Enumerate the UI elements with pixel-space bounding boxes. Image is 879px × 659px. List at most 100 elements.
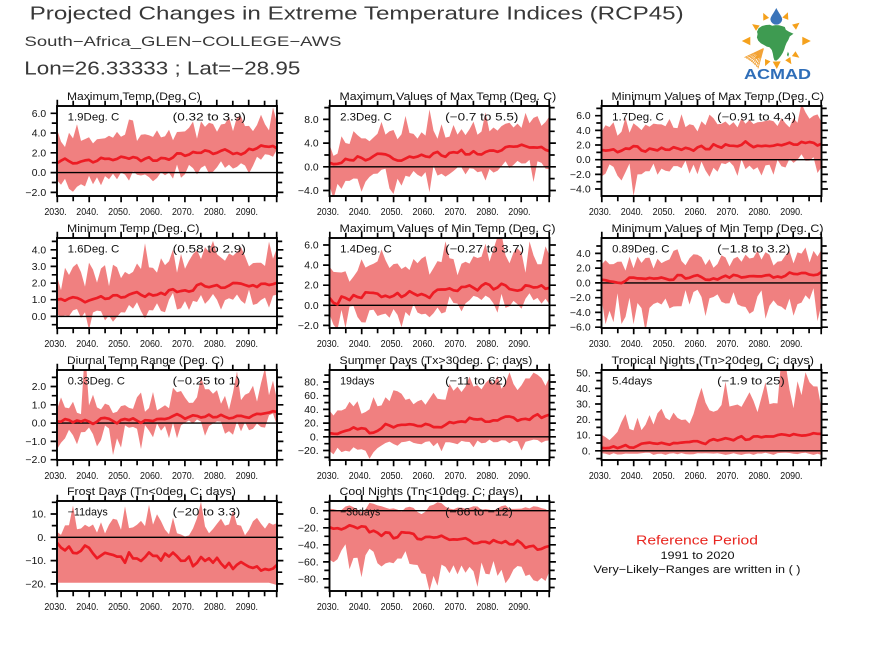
svg-text:(−1.8 to 3.2): (−1.8 to 3.2) <box>717 244 790 256</box>
svg-text:2030.: 2030. <box>317 339 339 350</box>
svg-text:Very−Likely−Ranges are written: Very−Likely−Ranges are written in ( ) <box>594 564 801 576</box>
svg-text:4.0: 4.0 <box>576 126 591 137</box>
svg-text:2070.: 2070. <box>444 339 466 350</box>
svg-text:2040.: 2040. <box>349 602 371 613</box>
svg-text:2050.: 2050. <box>381 207 403 218</box>
svg-text:2050.: 2050. <box>653 207 675 218</box>
svg-text:2030.: 2030. <box>317 471 339 482</box>
svg-text:2070.: 2070. <box>172 471 194 482</box>
svg-text:2030.: 2030. <box>317 207 339 218</box>
svg-text:−4.0: −4.0 <box>570 185 591 196</box>
svg-text:1.0: 1.0 <box>32 400 47 411</box>
svg-text:4.0: 4.0 <box>304 139 319 150</box>
svg-text:2090.: 2090. <box>508 339 530 350</box>
svg-text:Diurnal Temp Range (Deg. C): Diurnal Temp Range (Deg. C) <box>67 355 224 367</box>
svg-text:2040.: 2040. <box>76 602 98 613</box>
svg-text:2070.: 2070. <box>444 602 466 613</box>
svg-text:2090.: 2090. <box>236 471 258 482</box>
svg-text:2070.: 2070. <box>444 471 466 482</box>
svg-text:2080.: 2080. <box>476 207 498 218</box>
svg-text:0.33Deg. C: 0.33Deg. C <box>68 376 126 388</box>
svg-text:2040.: 2040. <box>76 339 98 350</box>
svg-text:2090.: 2090. <box>236 207 258 218</box>
svg-text:0.0: 0.0 <box>576 278 591 289</box>
svg-text:2080.: 2080. <box>204 602 226 613</box>
svg-text:2070.: 2070. <box>716 339 738 350</box>
svg-text:2090.: 2090. <box>780 207 802 218</box>
svg-text:2030.: 2030. <box>589 207 611 218</box>
svg-text:80.: 80. <box>304 378 318 389</box>
svg-text:2090.: 2090. <box>780 339 802 350</box>
svg-text:5.4days: 5.4days <box>612 376 652 388</box>
svg-text:2060.: 2060. <box>685 339 707 350</box>
svg-text:60.: 60. <box>304 391 318 402</box>
svg-text:−11days: −11days <box>68 507 108 519</box>
svg-text:2050.: 2050. <box>381 602 403 613</box>
svg-text:Summer Days (Tx>30deg. C; days: Summer Days (Tx>30deg. C; days) <box>340 355 533 367</box>
svg-text:2070.: 2070. <box>172 339 194 350</box>
svg-text:2080.: 2080. <box>476 602 498 613</box>
svg-text:2.0: 2.0 <box>576 264 591 275</box>
svg-text:(−0.7 to 5.5): (−0.7 to 5.5) <box>445 112 518 124</box>
svg-text:2040.: 2040. <box>349 207 371 218</box>
svg-text:2060.: 2060. <box>140 471 162 482</box>
svg-text:2080.: 2080. <box>476 471 498 482</box>
svg-text:0.0: 0.0 <box>304 162 319 173</box>
svg-text:2030.: 2030. <box>44 207 66 218</box>
svg-text:(−11 to 62): (−11 to 62) <box>445 376 507 388</box>
svg-text:(−66 to −12): (−66 to −12) <box>445 507 513 519</box>
svg-text:2040.: 2040. <box>349 339 371 350</box>
svg-text:2.0: 2.0 <box>32 382 47 393</box>
svg-text:6.0: 6.0 <box>304 241 319 252</box>
svg-text:2080.: 2080. <box>748 471 770 482</box>
svg-text:4.0: 4.0 <box>32 245 47 256</box>
svg-text:1991 to 2020: 1991 to 2020 <box>661 550 735 562</box>
svg-text:−20.: −20. <box>298 446 319 457</box>
svg-text:40.: 40. <box>304 405 318 416</box>
svg-text:2070.: 2070. <box>716 471 738 482</box>
svg-text:2060.: 2060. <box>685 471 707 482</box>
svg-text:2040.: 2040. <box>621 207 643 218</box>
svg-text:20.: 20. <box>304 419 318 430</box>
svg-text:2090.: 2090. <box>508 207 530 218</box>
svg-text:Maximum Temp (Deg. C): Maximum Temp (Deg. C) <box>67 91 201 103</box>
svg-text:Frost Days (Tn<0deg. C; days): Frost Days (Tn<0deg. C; days) <box>67 486 236 498</box>
svg-text:2090.: 2090. <box>508 471 530 482</box>
svg-text:2070.: 2070. <box>716 207 738 218</box>
svg-text:2090.: 2090. <box>780 471 802 482</box>
svg-text:2080.: 2080. <box>204 471 226 482</box>
svg-text:−40.: −40. <box>298 540 319 551</box>
svg-text:2.0: 2.0 <box>32 148 47 159</box>
svg-text:4.0: 4.0 <box>32 129 47 140</box>
svg-text:2080.: 2080. <box>748 207 770 218</box>
svg-text:−6.0: −6.0 <box>570 323 591 334</box>
svg-text:0.0: 0.0 <box>32 419 47 430</box>
svg-text:3.0: 3.0 <box>32 262 47 273</box>
svg-text:2060.: 2060. <box>140 207 162 218</box>
svg-text:−2.0: −2.0 <box>570 170 591 181</box>
svg-text:(−1.9 to 25): (−1.9 to 25) <box>717 376 785 388</box>
svg-text:10.: 10. <box>576 431 590 442</box>
svg-text:(−0.91 to 4.4): (−0.91 to 4.4) <box>717 112 796 124</box>
svg-text:2030.: 2030. <box>44 471 66 482</box>
svg-text:30.: 30. <box>576 400 590 411</box>
svg-text:Projected Changes in Extreme T: Projected Changes in Extreme Temperature… <box>30 3 684 23</box>
svg-text:−4.0: −4.0 <box>298 186 319 197</box>
svg-text:2050.: 2050. <box>108 339 130 350</box>
svg-text:2050.: 2050. <box>108 471 130 482</box>
svg-text:South−Africa_GLEN−COLLEGE−AWS: South−Africa_GLEN−COLLEGE−AWS <box>25 34 342 49</box>
svg-text:2040.: 2040. <box>621 471 643 482</box>
svg-text:2070.: 2070. <box>444 207 466 218</box>
svg-text:Minimum Values of Min Temp (De: Minimum Values of Min Temp (Deg. C) <box>612 223 824 235</box>
svg-text:0.0: 0.0 <box>576 155 591 166</box>
svg-text:2030.: 2030. <box>589 471 611 482</box>
svg-text:2030.: 2030. <box>317 602 339 613</box>
svg-text:Maximum Values of Max Temp (De: Maximum Values of Max Temp (Deg. C) <box>340 91 557 103</box>
svg-text:2040.: 2040. <box>349 471 371 482</box>
svg-text:Maximum Values of Min Temp (De: Maximum Values of Min Temp (Deg. C) <box>340 223 556 235</box>
svg-text:2050.: 2050. <box>653 339 675 350</box>
svg-text:2060.: 2060. <box>413 207 435 218</box>
svg-text:−4.0: −4.0 <box>570 308 591 319</box>
svg-text:Tropical Nights (Tn>20deg. C;: Tropical Nights (Tn>20deg. C; days) <box>612 355 814 367</box>
svg-text:2030.: 2030. <box>44 339 66 350</box>
